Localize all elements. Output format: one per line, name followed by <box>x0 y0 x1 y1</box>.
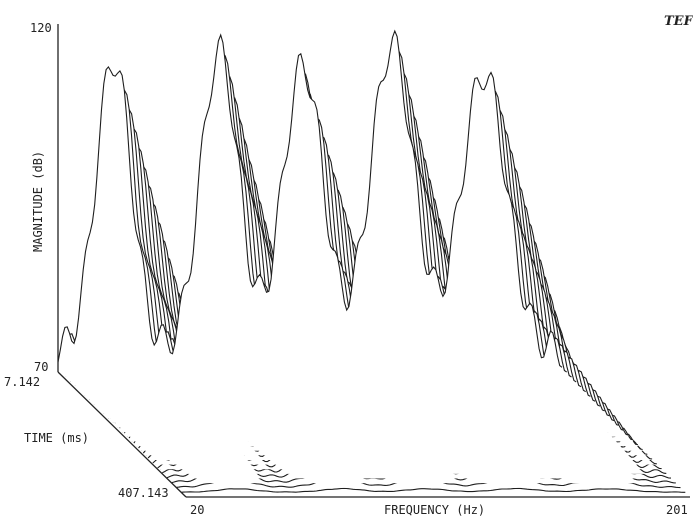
time-tick-start: 7.142 <box>4 375 40 389</box>
time-axis-line <box>57 371 187 498</box>
axes <box>57 24 690 498</box>
time-tick-end: 407.143 <box>118 486 169 500</box>
y-tick-bottom: 70 <box>34 360 48 374</box>
time-slices <box>57 29 690 498</box>
time-slice-line <box>181 487 686 493</box>
x-axis-label: FREQUENCY (Hz) <box>384 503 485 517</box>
x-tick-start: 20 <box>190 503 204 517</box>
time-slice-line <box>57 29 563 368</box>
x-tick-end: 201 <box>666 503 688 517</box>
y-tick-top: 120 <box>30 21 52 35</box>
time-axis-label: TIME (ms) <box>24 431 89 445</box>
tef-logo: TEF <box>664 14 693 29</box>
y-axis-label: MAGNITUDE (dB) <box>31 151 45 252</box>
